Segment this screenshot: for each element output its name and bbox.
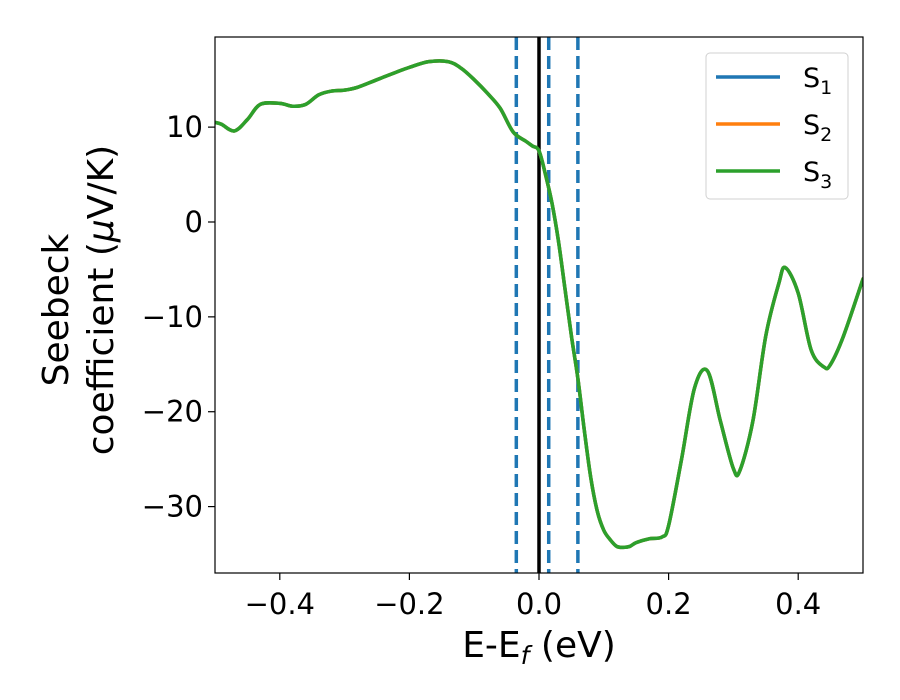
legend-label-s2: S2	[803, 110, 832, 146]
y-tick-label: −20	[142, 395, 203, 429]
x-tick-label: −0.2	[374, 587, 444, 621]
x-tick-label: 0.2	[646, 587, 692, 621]
reference-lines	[514, 37, 580, 573]
x-axis: −0.4 −0.2 0.0 0.2 0.4	[245, 573, 821, 621]
y-axis-title: Seebeck coefficient (μV/K)	[36, 145, 122, 455]
y-tick-label: 10	[166, 110, 203, 144]
y-tick-label: 0	[185, 205, 203, 239]
x-tick-label: 0.4	[775, 587, 821, 621]
legend: S1 S2 S3	[705, 52, 849, 200]
legend-box	[705, 52, 849, 200]
x-axis-title: E-Ef (eV)	[462, 625, 616, 670]
series-lines	[215, 59, 863, 550]
x-tick-label: −0.4	[245, 587, 315, 621]
y-axis-title-line2: coefficient (μV/K)	[81, 145, 122, 455]
y-tick-label: −30	[142, 490, 203, 524]
y-tick-label: −10	[142, 300, 203, 334]
x-tick-label: 0.0	[516, 587, 562, 621]
legend-label-s3: S3	[803, 157, 832, 193]
legend-label-s1: S1	[803, 63, 832, 99]
y-axis: 10 0 −10 −20 −30	[142, 110, 215, 524]
y-axis-title-line1: Seebeck	[36, 233, 77, 386]
series-line-s3	[215, 59, 863, 550]
